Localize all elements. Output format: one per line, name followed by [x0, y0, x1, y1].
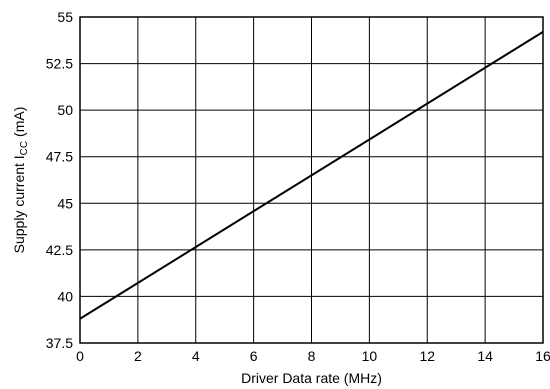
x-tick-label: 14 [477, 348, 493, 364]
y-axis-title-subscript: CC [19, 141, 30, 155]
y-axis-title: Supply current ICC (mA) [11, 107, 30, 254]
y-axis-title-prefix: Supply current I [11, 155, 27, 253]
x-tick-label: 8 [308, 348, 316, 364]
y-tick-label: 50 [57, 102, 73, 118]
x-tick-label: 16 [535, 348, 550, 364]
x-tick-label: 10 [362, 348, 378, 364]
y-tick-label: 52.5 [46, 56, 73, 72]
y-tick-label: 55 [57, 9, 73, 25]
y-tick-label: 40 [57, 288, 73, 304]
y-axis-title-suffix: (mA) [11, 107, 27, 141]
y-tick-label: 37.5 [46, 335, 73, 351]
y-tick-label: 42.5 [46, 242, 73, 258]
y-tick-labels: 37.5 40 42.5 45 47.5 50 52.5 55 [46, 9, 73, 351]
series-line [79, 31, 544, 320]
x-tick-label: 2 [134, 348, 142, 364]
series-layer [79, 31, 544, 320]
x-tick-label: 6 [250, 348, 258, 364]
x-tick-label: 12 [419, 348, 435, 364]
plot-frame [79, 16, 544, 344]
y-tick-label: 45 [57, 195, 73, 211]
x-tick-label: 4 [192, 348, 200, 364]
y-tick-label: 47.5 [46, 149, 73, 165]
x-axis-title: Driver Data rate (MHz) [241, 370, 382, 386]
x-tick-labels: 0 2 4 6 8 10 12 14 16 [76, 348, 550, 364]
x-tick-label: 0 [76, 348, 84, 364]
